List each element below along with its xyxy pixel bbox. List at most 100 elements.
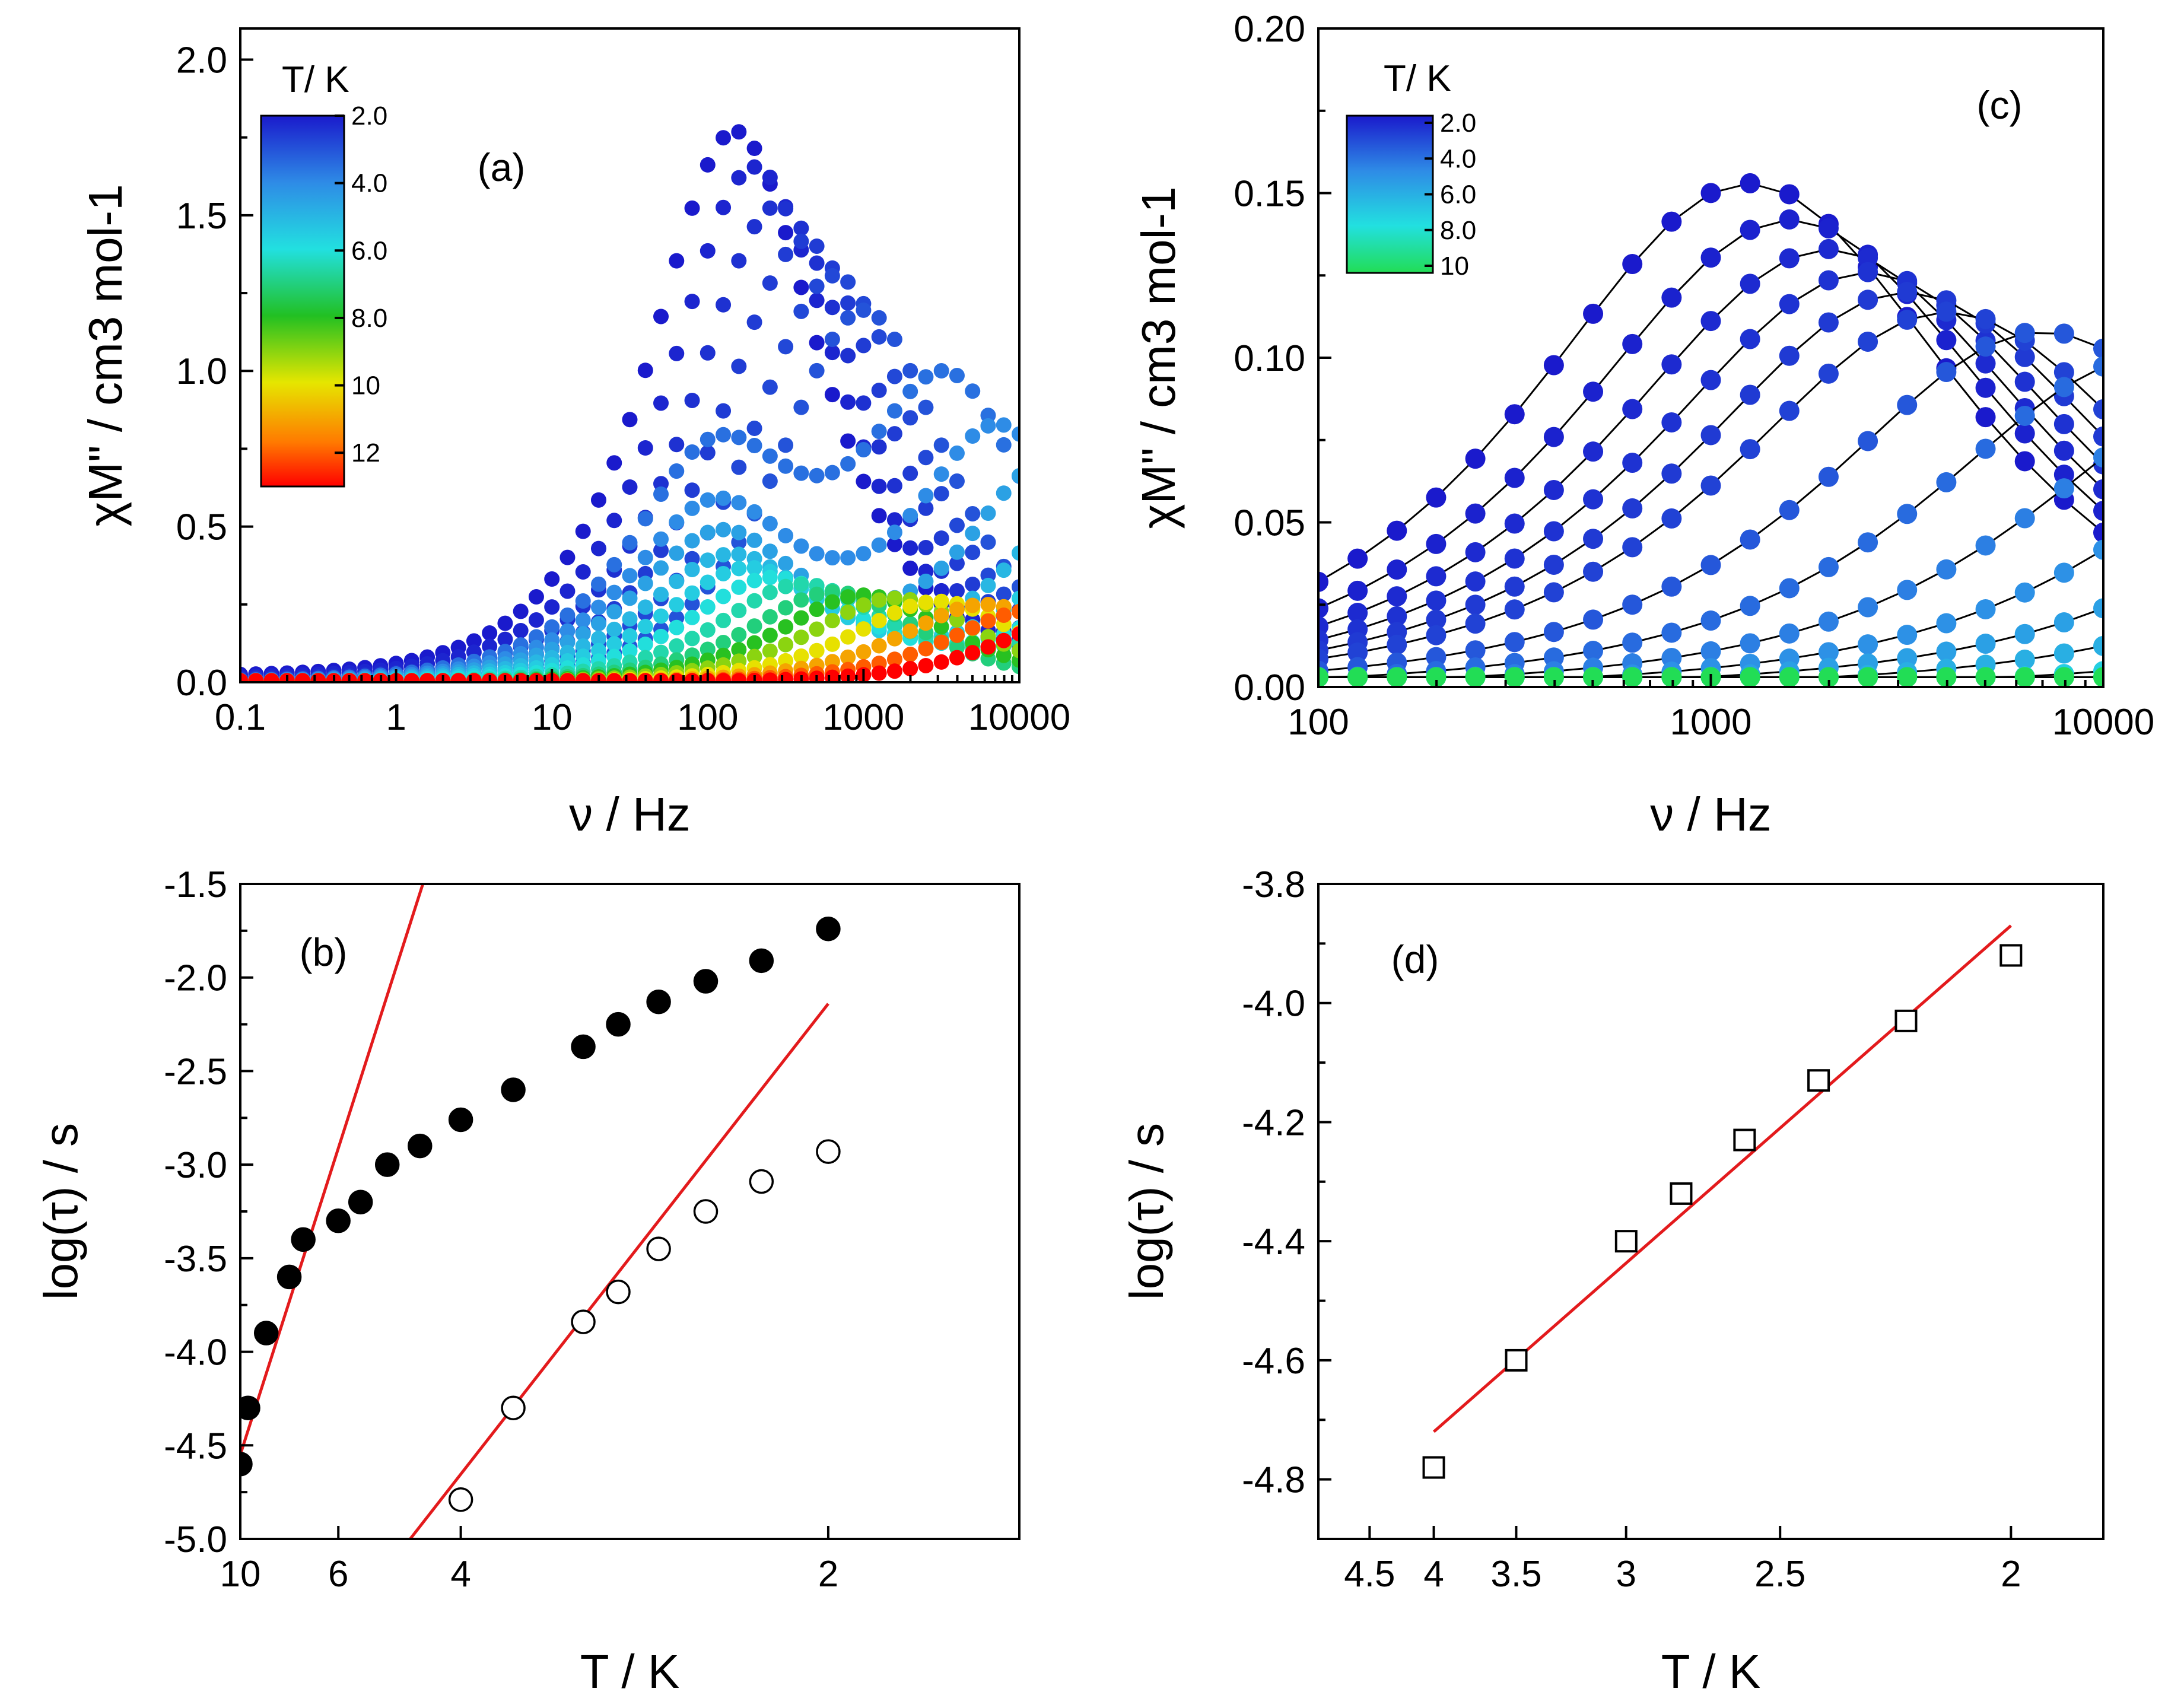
data-point	[590, 576, 606, 592]
data-point	[1426, 647, 1447, 667]
data-point	[263, 673, 279, 682]
data-point	[606, 1279, 631, 1305]
data-point	[693, 969, 719, 994]
data-point	[731, 459, 747, 475]
data-point	[1700, 555, 1721, 575]
series-group	[240, 884, 841, 1539]
data-point	[996, 562, 1012, 578]
data-point	[746, 532, 762, 548]
y-axis-label: χM" / cm3 mol-1	[79, 184, 132, 526]
data-point	[902, 599, 918, 615]
data-point	[1622, 537, 1643, 558]
data-point	[1779, 578, 1800, 599]
data-point	[684, 585, 700, 601]
y-tick-label: 1.0	[176, 351, 227, 392]
colorbar-tick-label: 6.0	[1440, 180, 1476, 209]
data-point	[590, 599, 606, 615]
y-tick-label: 0.10	[1234, 338, 1305, 379]
data-point	[466, 673, 482, 682]
data-point	[466, 633, 482, 649]
data-point	[1936, 362, 1957, 383]
data-point	[2053, 478, 2074, 499]
data-point	[1583, 529, 1604, 549]
data-point	[1700, 247, 1721, 268]
data-point	[856, 546, 872, 562]
data-point	[731, 430, 747, 446]
data-point	[918, 539, 934, 555]
data-point	[949, 368, 965, 384]
data-point	[1818, 270, 1839, 291]
data-point	[731, 358, 747, 374]
panel-label: (a)	[478, 145, 526, 189]
data-point	[1347, 580, 1368, 601]
y-tick-label: -2.5	[164, 1051, 227, 1092]
data-point	[902, 465, 918, 481]
data-point	[1733, 1128, 1756, 1152]
data-point	[746, 635, 762, 651]
data-point	[840, 348, 856, 364]
y-tick-label: 0.05	[1234, 503, 1305, 544]
data-point	[653, 395, 669, 411]
data-point	[809, 238, 825, 254]
data-point	[918, 657, 934, 673]
data-point	[980, 505, 996, 521]
data-point	[965, 620, 981, 636]
data-point	[933, 530, 949, 546]
plot-frame	[1317, 883, 2104, 1540]
data-point	[408, 1133, 433, 1159]
data-point	[291, 1227, 316, 1252]
data-point	[2093, 338, 2103, 359]
data-point	[871, 439, 887, 455]
data-point	[2093, 356, 2103, 377]
data-point	[1897, 395, 1918, 415]
data-point	[357, 673, 373, 682]
data-point	[918, 641, 934, 657]
data-point	[918, 500, 934, 516]
data-point	[840, 629, 856, 645]
data-point	[824, 387, 840, 403]
y-axis-label: log(τ) / s	[1120, 1123, 1173, 1300]
data-point	[793, 399, 809, 415]
data-point	[571, 1309, 596, 1334]
data-point	[1426, 667, 1447, 687]
data-point	[996, 632, 1012, 648]
data-point	[856, 473, 872, 489]
data-point	[965, 545, 981, 561]
data-point	[840, 649, 856, 665]
y-tick-label: -4.0	[164, 1332, 227, 1373]
data-point	[793, 220, 809, 236]
data-point	[840, 295, 856, 311]
data-point	[1858, 431, 1878, 451]
data-point	[1700, 311, 1721, 332]
data-point	[778, 578, 794, 594]
colorbar-title: T/ K	[1384, 58, 1451, 99]
data-point	[886, 426, 902, 442]
data-point	[762, 570, 778, 586]
data-point	[1504, 599, 1525, 620]
data-point	[793, 629, 809, 645]
data-point	[871, 613, 887, 629]
data-point	[996, 437, 1012, 453]
data-point	[1012, 467, 1019, 484]
data-point	[1779, 667, 1800, 687]
y-axis-label: χM" / cm3 mol-1	[1132, 186, 1185, 529]
data-point	[1465, 613, 1486, 634]
data-point	[746, 314, 762, 330]
data-point	[809, 586, 825, 602]
data-point	[2093, 501, 2103, 521]
y-tick-label: 0.5	[176, 507, 227, 548]
y-tick-label: 2.0	[176, 40, 227, 81]
data-point	[669, 253, 685, 269]
data-point	[1936, 330, 1957, 351]
data-point	[1858, 331, 1878, 352]
data-point	[871, 665, 887, 681]
data-point	[793, 303, 809, 319]
data-point	[716, 635, 732, 651]
y-tick-label: -3.5	[164, 1239, 227, 1280]
data-point	[809, 643, 825, 659]
data-point	[731, 253, 747, 269]
data-point	[1661, 211, 1682, 232]
data-point	[1858, 247, 1878, 268]
data-point	[653, 644, 669, 660]
data-point	[653, 308, 669, 325]
